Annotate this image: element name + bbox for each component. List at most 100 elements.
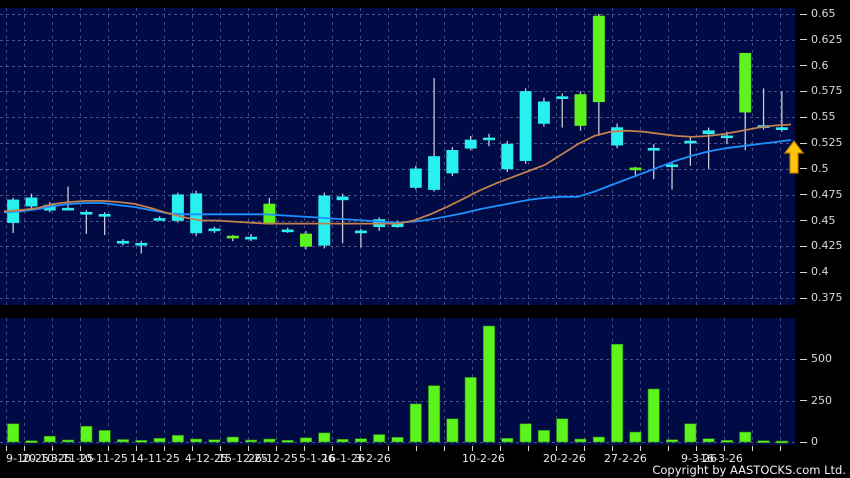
copyright-notice: Copyright by AASTOCKS.com Ltd.	[652, 463, 846, 477]
date-tick-label: 20-10-25	[22, 452, 72, 465]
date-tick	[416, 446, 417, 451]
date-tick	[24, 446, 25, 451]
price-tick	[800, 65, 807, 67]
volume-bar	[519, 423, 532, 443]
date-tick	[304, 446, 305, 451]
price-tick-label: 0.65	[811, 7, 836, 20]
volume-bar	[757, 440, 770, 443]
volume-bar	[300, 437, 312, 443]
date-tick	[444, 446, 445, 451]
candle-body	[263, 203, 276, 223]
candle-body	[611, 127, 624, 146]
candle-body	[428, 156, 441, 190]
candle	[116, 239, 129, 246]
price-tick-label: 0.55	[811, 110, 836, 124]
candle-body	[300, 233, 312, 247]
candle-body	[25, 197, 38, 207]
volume-bar	[537, 430, 550, 443]
candle	[135, 241, 148, 254]
date-tick	[136, 446, 137, 451]
price-tick-label: 0.375	[811, 291, 843, 304]
date-tick	[472, 446, 473, 451]
candle	[519, 88, 532, 164]
price-tick-label: 0.5	[811, 161, 829, 175]
volume-tick-label: 250	[811, 393, 832, 407]
date-tick	[668, 446, 669, 451]
candle-body	[775, 127, 788, 130]
price-tick	[800, 39, 807, 41]
candle-body	[98, 214, 111, 217]
candle	[428, 78, 441, 192]
candle-body	[208, 228, 221, 232]
date-tick	[388, 446, 389, 451]
candle	[574, 91, 587, 131]
date-tick	[500, 446, 501, 451]
candle-body	[80, 211, 93, 215]
volume-tick	[800, 441, 807, 443]
volume-bar	[592, 436, 605, 443]
price-tick-label: 0.4	[811, 265, 829, 279]
date-tick	[220, 446, 221, 451]
date-tick-label: 16-3-26	[700, 452, 743, 465]
volume-tick	[800, 400, 807, 402]
price-tick-label: 0.475	[811, 187, 843, 201]
candle	[556, 93, 569, 128]
date-tick	[6, 446, 7, 451]
volume-bar	[720, 440, 733, 443]
candle-body	[62, 207, 75, 211]
price-tick-label: 0.625	[811, 32, 843, 46]
volume-bar	[775, 440, 788, 444]
candle-body	[666, 164, 679, 168]
volume-bar	[702, 438, 715, 443]
date-tick	[248, 446, 249, 451]
volume-bar	[574, 438, 587, 443]
volume-bar	[208, 439, 221, 443]
volume-bar	[171, 435, 184, 443]
volume-bar	[446, 418, 459, 443]
date-tick	[724, 446, 725, 451]
volume-bar	[43, 435, 56, 443]
date-tick-label: 20-2-26	[543, 452, 586, 465]
volume-chart-svg	[0, 318, 795, 445]
price-chart-panel[interactable]	[0, 8, 795, 305]
candle-body	[245, 236, 258, 240]
volume-bar	[318, 432, 331, 443]
volume-bar	[153, 438, 166, 443]
volume-bar	[336, 439, 349, 443]
volume-bar	[80, 425, 93, 443]
candle	[98, 212, 111, 236]
volume-bar	[98, 430, 111, 443]
volume-bar	[739, 431, 752, 443]
price-tick	[800, 271, 807, 273]
price-tick	[800, 297, 807, 299]
price-tick	[800, 245, 807, 247]
volume-bar	[354, 438, 367, 443]
candle-body	[739, 52, 752, 113]
volume-bar	[647, 388, 660, 443]
volume-bar	[611, 343, 624, 443]
candle-body	[190, 193, 203, 234]
date-tick	[164, 446, 165, 451]
volume-bar	[116, 439, 129, 443]
candle	[62, 186, 75, 211]
price-tick	[800, 220, 807, 222]
date-tick	[780, 446, 781, 451]
candle	[263, 197, 276, 225]
price-tick-label: 0.6	[811, 58, 829, 72]
candle	[153, 216, 166, 221]
candle	[171, 192, 184, 223]
date-tick	[528, 446, 529, 451]
volume-chart-panel[interactable]	[0, 318, 795, 445]
volume-bar	[226, 436, 239, 443]
date-tick	[584, 446, 585, 451]
date-tick-label: 27-2-26	[604, 452, 647, 465]
candle-body	[556, 96, 569, 99]
candle-body	[519, 91, 532, 161]
ma-long-line	[3, 139, 792, 224]
volume-bar	[501, 438, 514, 443]
date-tick-label: 4-12-25	[185, 452, 228, 465]
candle	[464, 135, 477, 151]
date-tick-label: 10-2-26	[462, 452, 505, 465]
date-tick-label: 10-11-25	[78, 452, 128, 465]
volume-bar	[464, 377, 477, 443]
